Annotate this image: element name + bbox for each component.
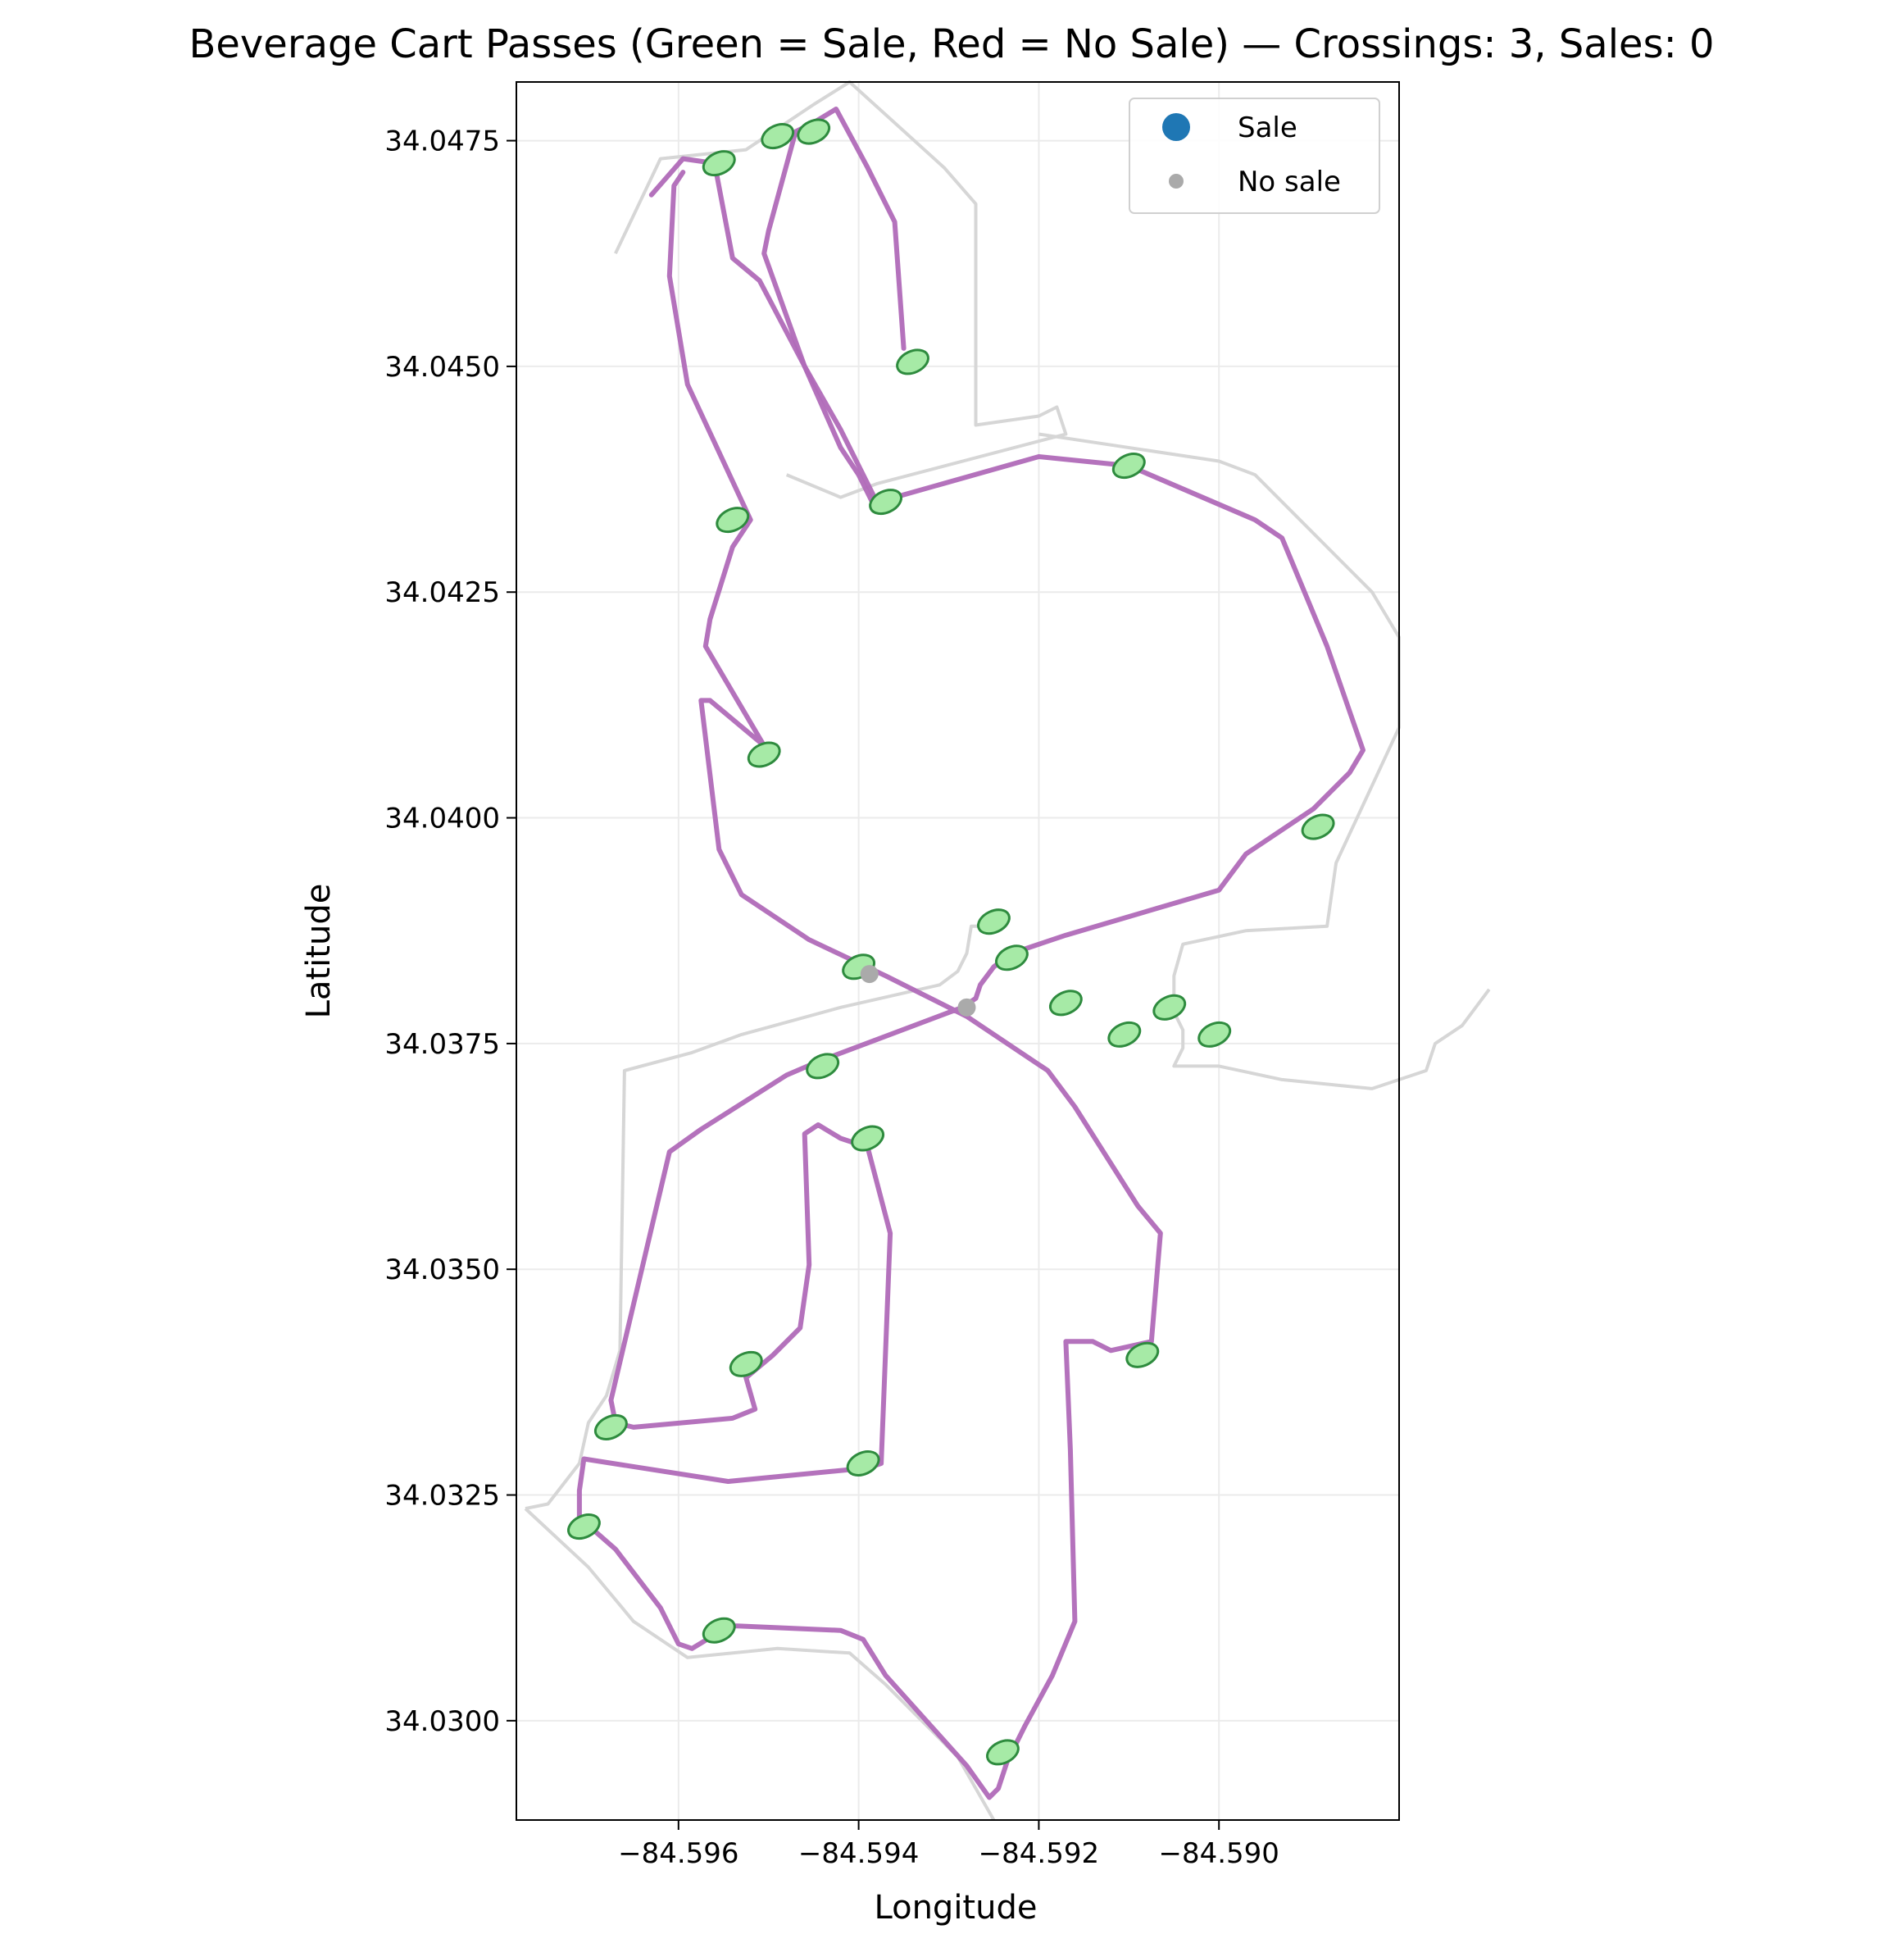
green-patch <box>702 150 736 177</box>
cart-path-return-line <box>761 107 907 505</box>
no-sale-points <box>860 965 976 1017</box>
green-patch <box>716 507 750 534</box>
x-axis-label: Longitude <box>875 1889 1038 1927</box>
course-outline <box>1038 432 1491 1090</box>
green-patch <box>977 908 1011 935</box>
no-sale-point <box>860 965 879 984</box>
green-patch <box>1197 1021 1232 1048</box>
legend-marker <box>1169 174 1184 189</box>
cart-path-line <box>576 156 1366 1800</box>
legend-label: No sale <box>1238 166 1341 198</box>
legend-box <box>1129 98 1380 214</box>
green-patch <box>806 1053 840 1080</box>
legend: Sale No sale <box>1129 98 1380 214</box>
green-patch <box>994 944 1029 972</box>
x-tick-label: −84.590 <box>1158 1837 1279 1870</box>
green-patch <box>986 1739 1020 1766</box>
green-patch <box>851 1125 885 1152</box>
course-outline <box>525 924 985 1511</box>
y-tick-label: 34.0325 <box>384 1480 500 1513</box>
green-patch <box>846 1449 880 1477</box>
y-tick-label: 34.0400 <box>384 803 500 835</box>
y-tick-label: 34.0375 <box>384 1028 500 1061</box>
green-patch <box>761 123 795 150</box>
green-patch <box>1111 453 1146 480</box>
green-patch <box>896 348 929 375</box>
green-patch <box>1107 1021 1142 1048</box>
x-tick-label: −84.594 <box>798 1837 919 1870</box>
x-tick-label: −84.592 <box>979 1837 1099 1870</box>
y-tick-label: 34.0425 <box>384 576 500 609</box>
y-tick-label: 34.0300 <box>384 1705 500 1738</box>
green-patch <box>1152 994 1187 1021</box>
green-patches <box>566 118 1335 1766</box>
green-patch <box>1048 990 1083 1017</box>
grid-lines <box>516 82 1399 1820</box>
y-tick-label: 34.0350 <box>384 1254 500 1286</box>
green-patch <box>1125 1341 1160 1368</box>
y-axis-ticks: 34.0300 34.0325 34.0350 34.0375 34.0400 34.04… <box>384 125 516 1738</box>
y-tick-label: 34.0475 <box>384 125 500 158</box>
green-patch <box>702 1617 736 1644</box>
cart-path <box>576 107 1366 1800</box>
green-patch <box>593 1413 628 1440</box>
green-patch <box>1301 813 1335 840</box>
course-outline <box>524 1507 996 1821</box>
y-tick-label: 34.0450 <box>384 351 500 384</box>
y-axis-label: Latitude <box>300 884 338 1019</box>
green-patch <box>729 1350 763 1377</box>
no-sale-point <box>957 998 976 1017</box>
x-axis-ticks: −84.596 −84.594 −84.592 −84.590 <box>618 1820 1279 1870</box>
course-outline <box>614 80 1068 499</box>
green-patch <box>797 118 831 145</box>
green-patch <box>747 741 781 768</box>
green-patch <box>566 1513 601 1540</box>
plot-frame <box>516 81 1400 1821</box>
chart-title: Beverage Cart Passes (Green = Sale, Red … <box>189 21 1714 67</box>
legend-marker <box>1162 113 1190 141</box>
x-tick-label: −84.596 <box>618 1837 738 1870</box>
legend-label: Sale <box>1238 111 1297 144</box>
green-patch <box>869 489 903 516</box>
